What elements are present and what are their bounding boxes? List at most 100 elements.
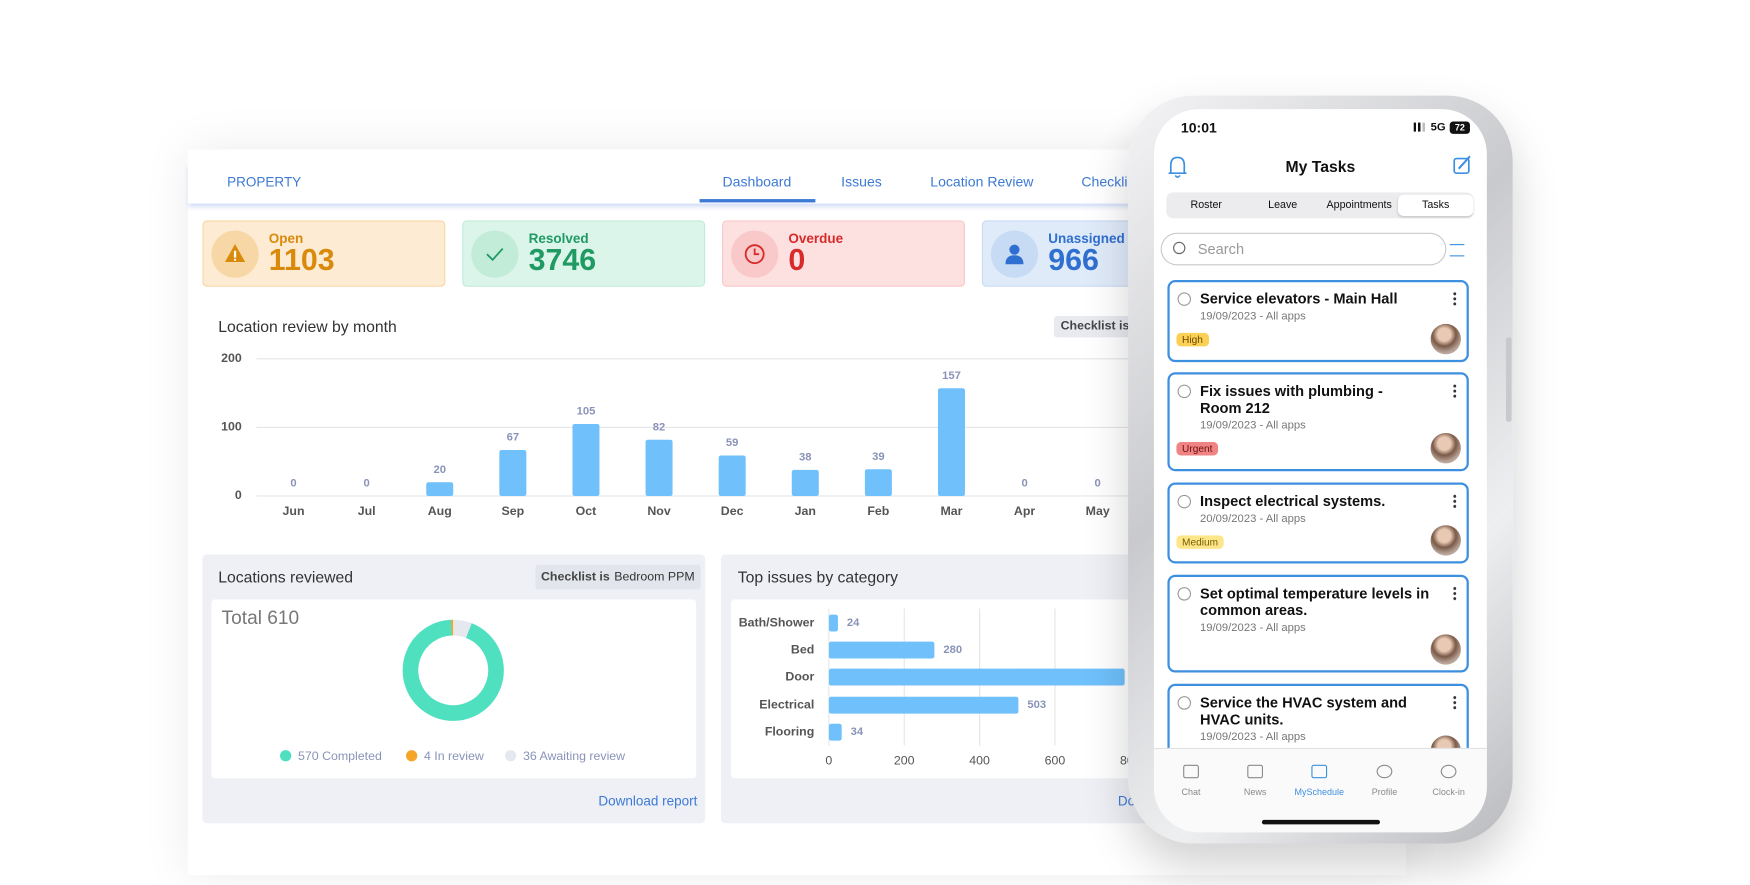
panel-title: Top issues by category [737,567,898,586]
status-time: 10:01 [1180,120,1217,137]
tab-icon[interactable] [1247,764,1264,779]
nav-tab[interactable]: Issues [841,174,882,191]
more-icon[interactable] [1453,383,1457,399]
x-tick-label: Jun [283,504,305,518]
segment[interactable]: Roster [1190,199,1222,212]
y-tick-label: Flooring [765,724,814,738]
x-tick-label: Sep [502,504,525,518]
value-label: 105 [577,406,596,418]
side-button [1505,337,1512,422]
segment[interactable]: Leave [1268,199,1298,212]
task-card[interactable]: Set optimal temperature levels in common… [1167,574,1469,673]
avatar [1430,323,1461,355]
x-tick-label: 0 [825,754,832,768]
x-tick-label: 600 [1045,754,1066,768]
priority-badge: Urgent [1176,441,1219,456]
more-icon[interactable] [1453,291,1457,306]
task-date: 19/09/2023 - All apps [1200,419,1306,432]
filter-value: Bedroom PPM [614,570,695,584]
nav-tab[interactable]: Location Review [930,174,1034,191]
y-tick-label: Bed [791,642,814,656]
avatar [1430,634,1461,665]
stat-value: 3746 [528,242,597,277]
stat-icon [471,230,519,278]
legend-dot [280,750,292,762]
x-tick-label: Jul [358,504,376,518]
priority-badge: High [1176,332,1209,347]
stat-card [462,220,706,287]
screen-title: My Tasks [1285,157,1356,176]
tab-label[interactable]: Clock-in [1432,787,1465,798]
status-battery: 72 [1449,121,1470,134]
task-card[interactable]: Service elevators - Main Hall 19/09/2023 … [1167,280,1469,363]
check-icon [1177,696,1192,710]
bar [426,482,454,496]
more-icon[interactable] [1453,585,1457,601]
x-tick-label: Aug [428,504,452,518]
avatar [1430,433,1461,464]
x-tick-label: Oct [576,504,597,518]
value-label: 82 [653,421,666,433]
x-tick-label: Mar [940,504,962,518]
bar [828,668,1125,686]
tab-label[interactable]: News [1243,787,1267,798]
task-card[interactable]: Inspect electrical systems. 20/09/2023 - … [1167,482,1469,564]
task-title: Fix issues with plumbing - Room 212 [1200,382,1383,417]
bar [718,455,746,496]
value-label: 38 [799,452,811,464]
donut-segment [402,619,504,721]
tab-bar: Chat News MySchedule Profile Clock-in [1153,747,1487,833]
filter-badge: Checklist is Bedroom PPM [535,564,701,590]
tab-label[interactable]: MySchedule [1294,787,1345,798]
value-label: 503 [1027,699,1046,711]
value-label: 0 [1021,478,1027,490]
value-label: 0 [364,478,370,490]
y-tick-label: 100 [221,420,242,434]
segment[interactable]: Appointments [1326,199,1392,212]
x-tick-label: Nov [647,504,670,518]
tab-icon[interactable] [1376,764,1393,779]
legend-label: 570 Completed [298,749,382,763]
value-label: 67 [507,432,519,444]
filter-label: Checklist is [1060,319,1130,333]
filter-label: Checklist is [540,570,610,584]
task-list: Service elevators - Main Hall 19/09/2023 … [1154,109,1487,774]
nav-tab[interactable]: Dashboard [722,174,792,191]
tab-label[interactable]: Chat [1181,787,1201,798]
legend-dot [406,750,418,762]
tab-icon[interactable] [1440,764,1457,779]
legend-dot [504,750,517,762]
bar [645,439,673,496]
more-icon[interactable] [1453,695,1457,710]
more-icon[interactable] [1453,493,1457,509]
y-tick-label: Door [785,669,814,683]
x-tick-label: Apr [1014,504,1035,518]
value-label: 20 [433,464,445,476]
panel-title: Locations reviewed [218,567,353,586]
filter-icon[interactable] [1449,244,1465,257]
stat-label: Unassigned [1048,230,1125,247]
task-title: Service the HVAC system and HVAC units. [1200,693,1407,728]
signal [1413,122,1425,132]
tab-label[interactable]: Profile [1371,787,1398,798]
home-indicator [1261,819,1380,825]
value-label: 280 [943,644,962,656]
stat-icon [990,230,1039,278]
stat-card [202,220,446,287]
task-card[interactable]: Fix issues with plumbing - Room 212 19/09… [1167,372,1469,472]
bar [828,641,935,659]
bar [499,450,527,496]
tab-icon[interactable] [1311,764,1328,779]
value-label: 34 [851,726,864,738]
segment[interactable]: Tasks [1397,194,1474,216]
total-label: Total 610 [221,607,300,629]
bar [828,614,838,632]
tab-icon[interactable] [1183,764,1199,779]
segmented-control: Roster Leave Appointments Tasks [1166,192,1474,219]
y-tick-label: 200 [221,351,242,365]
brand: PROPERTY [227,174,302,191]
download-link[interactable]: Download report [598,792,698,809]
search-box[interactable]: Search [1160,232,1447,266]
x-tick-label: May [1086,504,1110,518]
